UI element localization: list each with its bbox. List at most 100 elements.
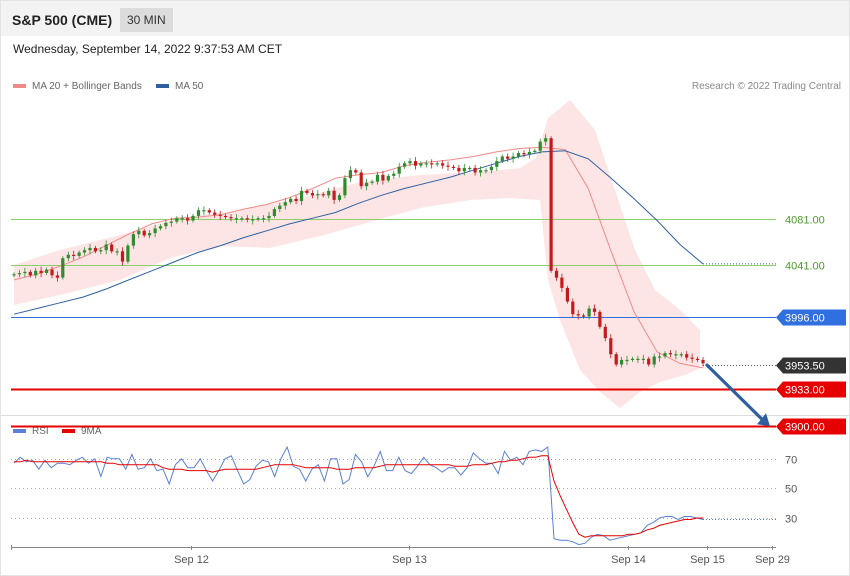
candle: [99, 250, 103, 252]
candle: [348, 170, 352, 179]
candle: [603, 326, 607, 339]
rsi-tick-label: 70: [785, 455, 797, 467]
rsi-tick-label: 50: [785, 484, 797, 496]
candle: [582, 315, 586, 317]
candle: [625, 359, 629, 362]
candle: [34, 270, 38, 276]
candle: [403, 163, 407, 167]
candle: [115, 251, 119, 253]
legend-ma20-label: MA 20 + Bollinger Bands: [32, 81, 142, 92]
level-label-4081.00: 4081.00: [785, 215, 825, 227]
candle: [587, 308, 591, 317]
candle: [441, 163, 445, 166]
legend-rsi: RSI: [13, 426, 49, 437]
legend-ma20: MA 20 + Bollinger Bands: [13, 81, 142, 92]
candle: [668, 353, 672, 355]
candle: [234, 218, 238, 220]
candle: [554, 270, 559, 278]
candle: [392, 173, 396, 176]
candle: [641, 358, 645, 360]
candle: [224, 215, 228, 218]
candle: [468, 167, 472, 170]
candle: [240, 218, 244, 220]
x-tick-label: Sep 29: [755, 554, 790, 566]
ma50-line: [13, 150, 704, 315]
candle: [267, 215, 271, 219]
candle: [262, 218, 266, 220]
candle: [435, 163, 439, 165]
candle: [571, 301, 575, 315]
candle: [158, 226, 163, 229]
candle: [663, 353, 667, 357]
candle: [61, 258, 65, 278]
candle: [196, 210, 201, 216]
candle: [696, 358, 700, 360]
candle: [489, 166, 493, 171]
candle: [430, 163, 434, 165]
candle: [93, 247, 97, 252]
candle: [679, 354, 683, 356]
level-label-3900.00: 3900.00: [785, 422, 825, 434]
candle: [451, 166, 455, 168]
ma20-line: [13, 146, 704, 369]
candle: [245, 218, 249, 220]
level-tag-3953.50: [776, 357, 846, 374]
candle: [299, 190, 304, 202]
candle: [256, 218, 260, 220]
candle: [294, 198, 298, 202]
candle: [82, 250, 87, 253]
candle: [370, 181, 374, 183]
candle: [343, 178, 347, 196]
candle: [23, 271, 27, 274]
candle: [213, 212, 217, 215]
projection-arrow-shaft: [705, 363, 766, 423]
candle: [359, 172, 363, 187]
candle: [12, 274, 16, 276]
candle: [332, 190, 336, 200]
legend-rsi-swatch: [13, 429, 26, 434]
legend-ma50: MA 50: [156, 81, 203, 92]
candle: [419, 163, 423, 166]
candle: [413, 161, 418, 166]
legend-ma20-swatch: [13, 84, 26, 89]
candle: [690, 357, 694, 359]
candle: [337, 195, 342, 200]
instrument-title: S&P 500 (CME): [12, 12, 113, 28]
candle: [462, 167, 466, 172]
candle: [110, 244, 114, 252]
candle: [511, 156, 515, 159]
candle: [17, 273, 21, 275]
projection-arrow-head: [757, 413, 770, 427]
rsi-9ma-line: [14, 455, 703, 538]
candle: [565, 287, 569, 302]
candle: [495, 161, 499, 167]
candles-group: [12, 134, 705, 368]
candle: [674, 354, 678, 356]
candle: [164, 222, 168, 227]
candle: [153, 228, 157, 234]
candle: [375, 174, 380, 182]
candle: [592, 308, 597, 312]
candle: [479, 170, 483, 173]
candle: [365, 182, 369, 187]
candle: [310, 193, 314, 196]
candle: [549, 138, 553, 271]
level-label-3996.00: 3996.00: [785, 313, 825, 325]
candle: [142, 230, 146, 236]
candle: [66, 254, 70, 259]
candle: [321, 194, 325, 196]
legend-9ma-label: 9MA: [81, 426, 102, 437]
candle: [229, 217, 233, 219]
candle: [408, 161, 412, 164]
x-tick-label: Sep 12: [174, 554, 209, 566]
x-tick-label: Sep 13: [392, 554, 427, 566]
candle: [120, 251, 125, 262]
candle: [647, 358, 651, 365]
candle: [620, 359, 624, 365]
candle: [180, 218, 184, 220]
candle: [614, 354, 618, 365]
candle: [560, 277, 564, 288]
candle: [251, 219, 255, 221]
candle: [175, 218, 179, 222]
timeframe-badge[interactable]: 30 MIN: [120, 8, 173, 32]
